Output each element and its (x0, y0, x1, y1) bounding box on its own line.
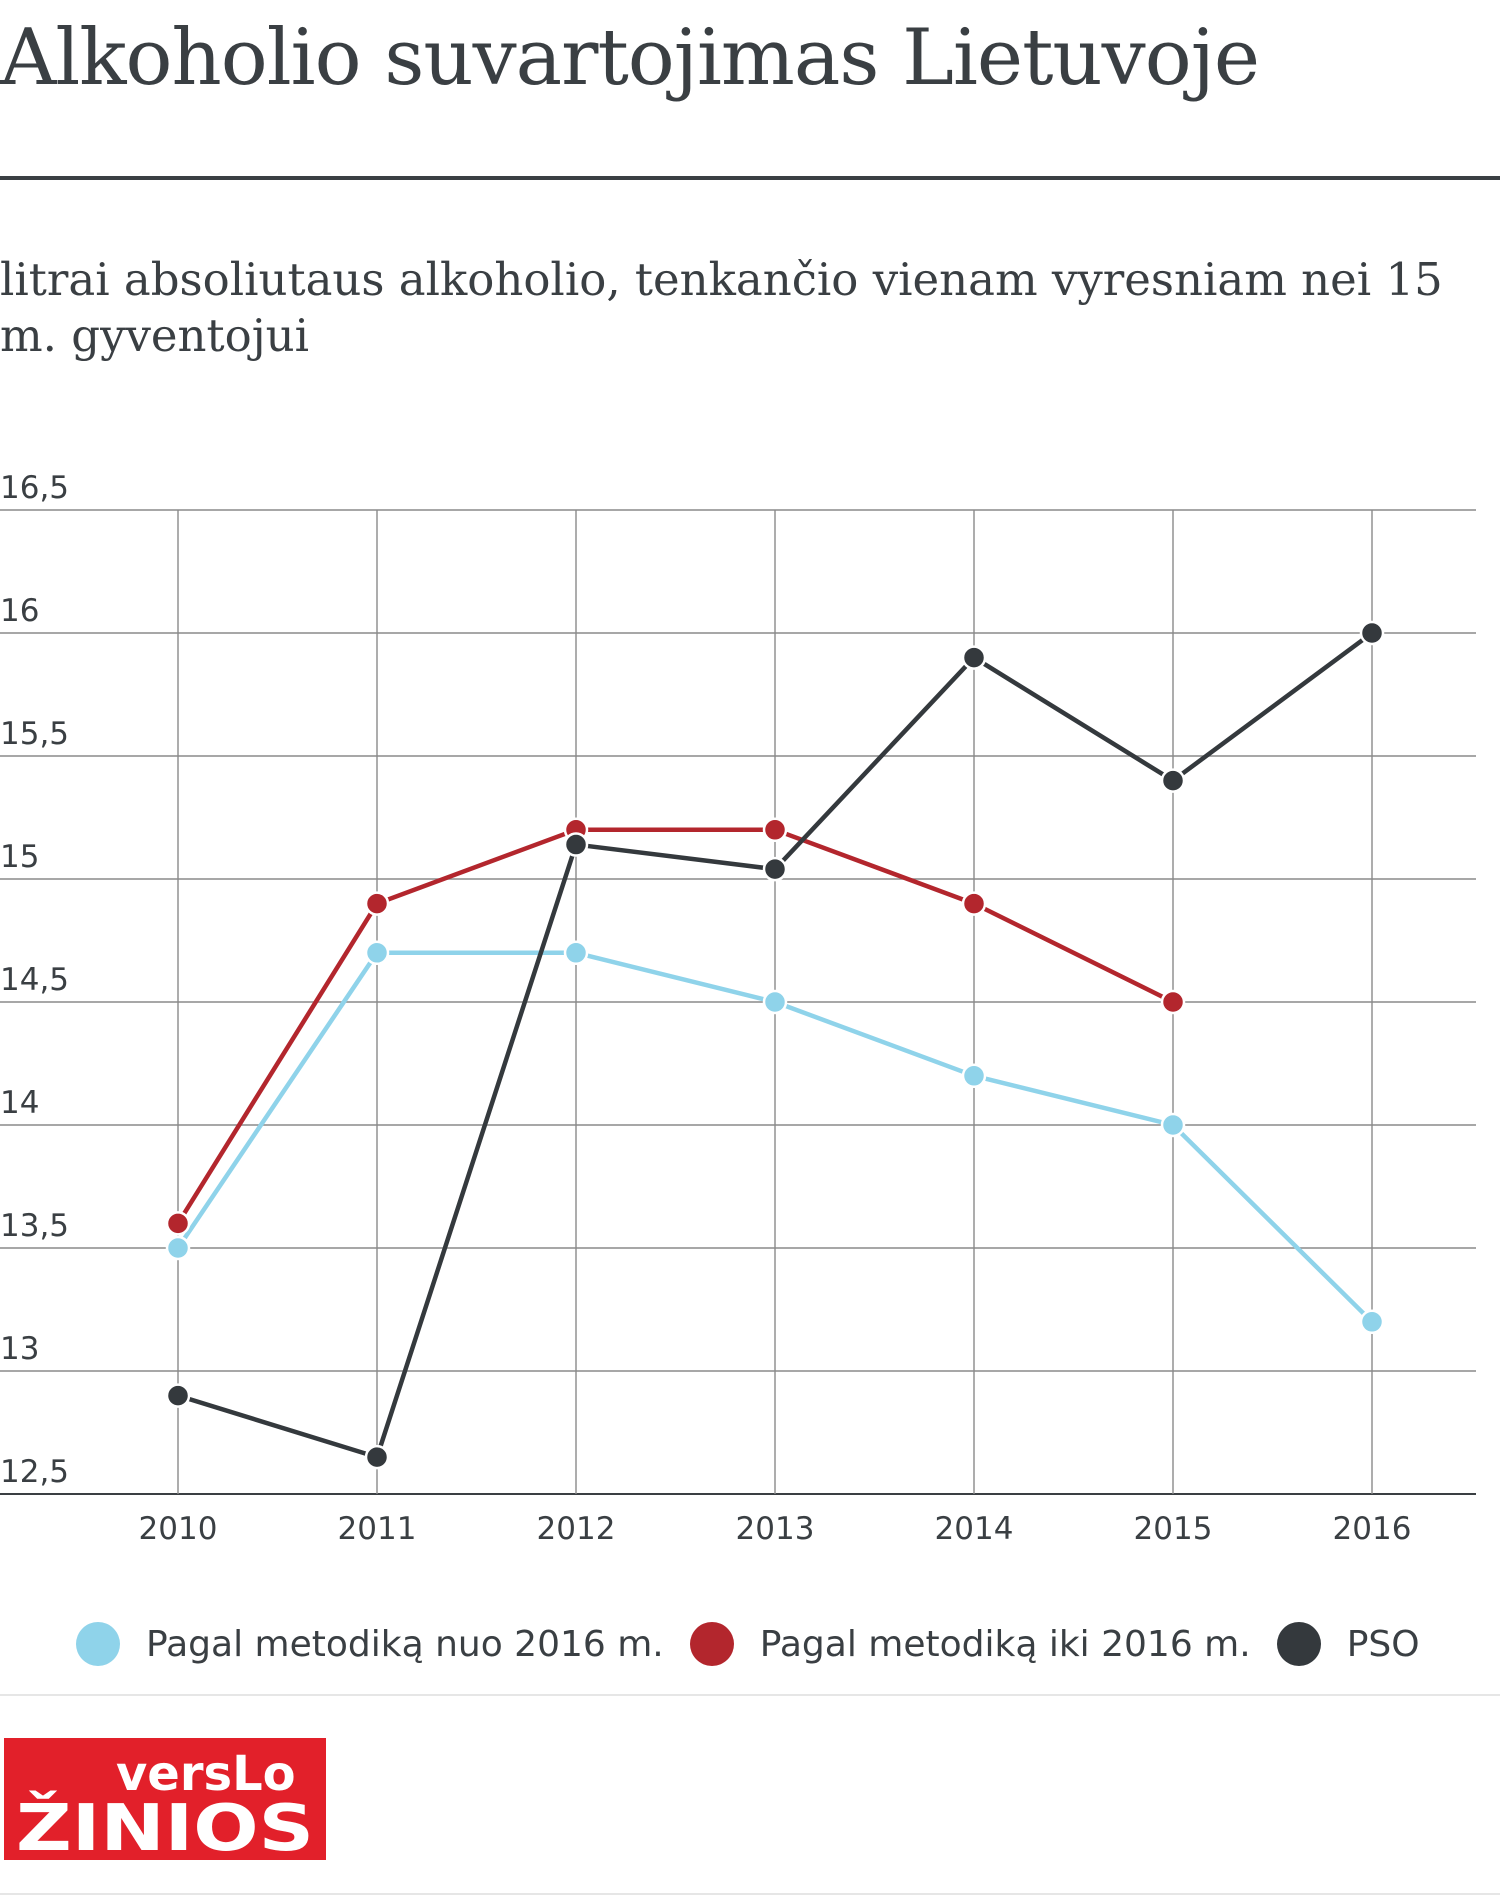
legend-item: PSO (1276, 1622, 1420, 1666)
logo-line2: ŽINIOS (16, 1790, 314, 1860)
chart-subtitle: litrai absoliutaus alkoholio, tenkančio … (0, 253, 1443, 362)
y-tick-label: 15,5 (0, 716, 69, 752)
series-point-3 (165, 1383, 191, 1408)
legend: Pagal metodiką nuo 2016 m. Pagal metodiką… (76, 1614, 1446, 1674)
y-tick-label: 14,5 (0, 962, 69, 998)
x-tick-label: 2015 (1134, 1511, 1213, 1547)
series-point-1 (961, 1063, 987, 1089)
verslo-zinios-logo: versLo ŽINIOS (4, 1738, 326, 1860)
series-point-3 (563, 832, 589, 857)
series-point-3 (961, 645, 987, 670)
series-point-1 (364, 940, 390, 966)
line-chart: 12,5 13 13,5 14 14,5 15 15,5 16 16,5 2010 2011 2012… (0, 470, 1476, 1547)
legend-swatch (1276, 1622, 1321, 1666)
legend-item: Pagal metodiką iki 2016 m. (689, 1622, 1251, 1666)
series-point-1 (165, 1235, 191, 1261)
series-point-3 (762, 856, 788, 882)
series-point-1 (1160, 1112, 1186, 1138)
y-tick-label: 16,5 (0, 470, 69, 506)
series-point-2 (165, 1211, 191, 1236)
legend-swatch (76, 1622, 120, 1666)
y-tick-label: 12,5 (0, 1454, 69, 1490)
page-bottom-divider (0, 1893, 1500, 1895)
series-point-2 (364, 891, 390, 916)
x-tick-label: 2014 (935, 1511, 1014, 1547)
y-tick-label: 13 (0, 1331, 39, 1367)
series-point-2 (762, 817, 788, 843)
legend-label: Pagal metodiką iki 2016 m. (759, 1623, 1251, 1665)
series-point-3 (1160, 768, 1186, 793)
legend-item: Pagal metodiką nuo 2016 m. (76, 1622, 664, 1666)
legend-label: Pagal metodiką nuo 2016 m. (146, 1623, 664, 1665)
series-point-3 (1359, 620, 1385, 646)
series-point-2 (1160, 989, 1186, 1015)
y-tick-label: 13,5 (0, 1208, 69, 1244)
y-tick-label: 14 (0, 1085, 39, 1121)
series-point-1 (1359, 1309, 1385, 1335)
footer-divider (0, 1694, 1500, 1696)
series-point-3 (364, 1444, 390, 1470)
title-divider (0, 176, 1500, 180)
x-tick-label: 2013 (736, 1511, 815, 1547)
y-tick-label: 16 (0, 593, 39, 629)
y-tick-label: 15 (0, 839, 39, 875)
series-line-2 (176, 827, 1174, 1225)
x-tick-label: 2010 (139, 1511, 218, 1547)
series-point-1 (563, 940, 589, 966)
legend-label: PSO (1346, 1623, 1420, 1665)
legend-swatch (689, 1622, 734, 1666)
series-point-1 (762, 989, 788, 1015)
chart-title: Alkoholio suvartojimas Lietuvoje (0, 13, 1260, 103)
logo-line1: versLo (116, 1746, 296, 1802)
x-tick-label: 2016 (1333, 1511, 1412, 1547)
x-tick-label: 2011 (338, 1511, 417, 1547)
x-tick-label: 2012 (537, 1511, 616, 1547)
series-point-2 (961, 891, 987, 916)
